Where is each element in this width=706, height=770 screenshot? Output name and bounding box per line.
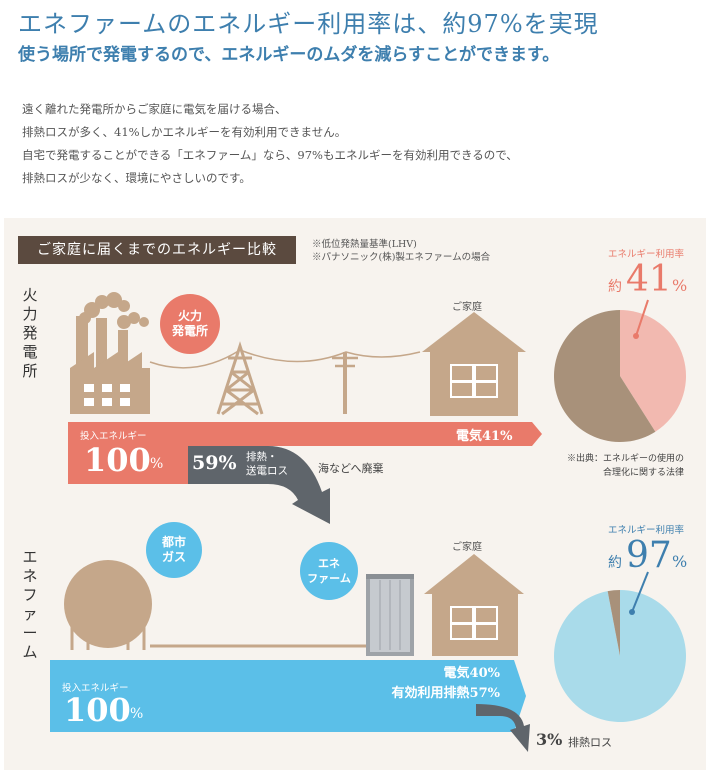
input-label: 投入エネルギー [80, 431, 147, 442]
thermal-plant-bubble: 火力 発電所 [160, 294, 220, 354]
electricity-arrow-thermal [68, 422, 542, 446]
enefarm-unit-icon [366, 574, 414, 656]
home-label: ご家庭 [452, 542, 482, 553]
power-line-icon [149, 349, 421, 369]
enefarm-side-label: エネファーム [22, 548, 38, 661]
loss-arrow-thermal [188, 446, 330, 524]
input-bar-thermal [68, 446, 188, 484]
gas-tank-icon [64, 560, 152, 650]
pie-chart-thermal [554, 310, 687, 443]
factory-icon [70, 292, 150, 414]
enefarm-bubble: エネ ファーム [300, 542, 358, 600]
input-arrow-enefarm [50, 660, 526, 732]
home-label: ご家庭 [452, 302, 482, 313]
loss-label: 排熱ロス [568, 736, 612, 749]
intro-line: 排熱ロスが少なく、環境にやさしいのです。 [22, 171, 251, 185]
output-label: 電気40% 有効利用排熱57% [391, 666, 500, 701]
intro-text: 遠く離れた発電所からご家庭に電気を届ける場合、 排熱ロスが多く、41%しかエネル… [22, 98, 518, 190]
rate-label: エネルギー利用率 [608, 525, 685, 536]
pie-pointer-thermal [635, 299, 649, 337]
loss-arrow-enefarm [476, 704, 530, 752]
pie-slice-利用 [554, 589, 687, 723]
utility-pole-icon [332, 352, 358, 414]
page-subtitle: 使う場所で発電するので、エネルギーのムダを減らすことができます。 [18, 45, 560, 65]
gas-bubble: 都市 ガス [146, 522, 202, 578]
pie-pointer-enefarm [631, 571, 649, 613]
loss-value: 59% [192, 452, 237, 474]
intro-line: 自宅で発電することができる「エネファーム」なら、97%もエネルギーを有効利用でき… [22, 148, 518, 162]
input-label: 投入エネルギー [62, 683, 129, 694]
note-line: ※パナソニック(株)製エネファームの場合 [312, 252, 491, 263]
pie-chart-enefarm [554, 589, 687, 723]
rate-value: 41 [626, 259, 672, 300]
note-line: ※低位発熱量基準(LHV) [312, 239, 417, 250]
rate-value: 97 [626, 535, 672, 576]
rate-prefix: 約 [608, 279, 622, 295]
loss-value: 3% [536, 730, 563, 749]
thermal-side-label: 火力発電所 [22, 286, 38, 380]
intro-line: 排熱ロスが多く、41%しかエネルギーを有効利用できません。 [22, 125, 347, 139]
rate-unit: % [672, 276, 688, 295]
input-unit: % [130, 706, 144, 722]
intro-line: 遠く離れた発電所からご家庭に電気を届ける場合、 [22, 102, 287, 116]
transmission-tower-icon [216, 341, 264, 416]
house-icon [424, 554, 524, 656]
input-value: 100 [84, 441, 151, 479]
panel-tag: ご家庭に届くまでのエネルギー比較 [18, 236, 296, 264]
input-unit: % [150, 456, 164, 472]
electricity-label: 電気41% [456, 429, 513, 444]
loss-label: 排熱・ 送電ロス [246, 451, 288, 477]
rate-prefix: 約 [608, 555, 622, 571]
rate-unit: % [672, 552, 688, 571]
rate-label: エネルギー利用率 [608, 249, 685, 260]
pie-slice-ロス [554, 310, 656, 443]
panel-notes: ※低位発熱量基準(LHV) ※パナソニック(株)製エネファームの場合 [312, 238, 490, 264]
house-icon [422, 312, 526, 416]
page-title: エネファームのエネルギー利用率は、約97%を実現 [18, 10, 599, 38]
pie-slice-利用 [620, 310, 687, 432]
input-value: 100 [64, 691, 131, 729]
pie-slice-ロス [607, 590, 620, 656]
source-note: ※出典：エネルギーの使用の 合理化に関する法律 [566, 454, 684, 478]
disposal-label: 海などへ廃棄 [318, 462, 384, 475]
